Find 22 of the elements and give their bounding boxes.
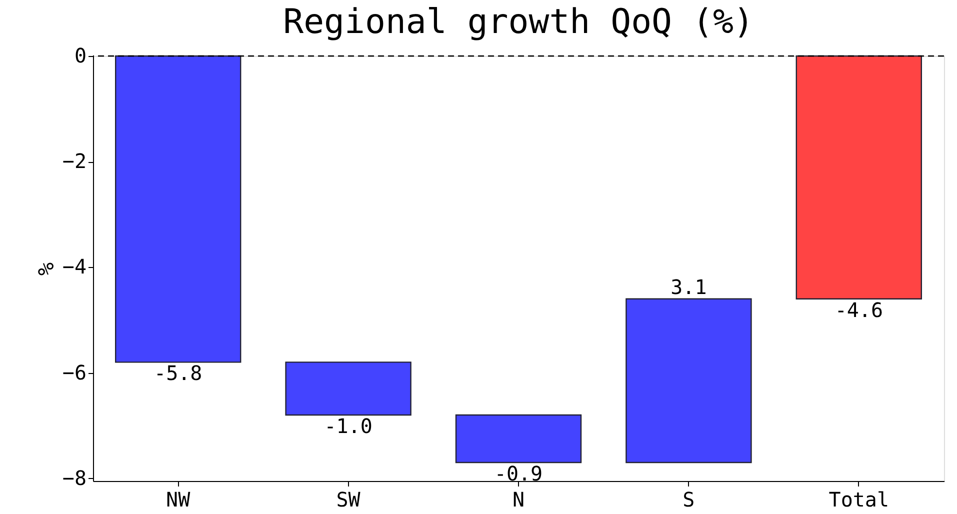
y-tick-label: −2 bbox=[62, 149, 86, 174]
y-tick-label: −8 bbox=[62, 466, 86, 490]
y-axis-title: % bbox=[34, 262, 60, 276]
y-tick-label: −6 bbox=[62, 360, 86, 384]
x-tick-label: NW bbox=[166, 488, 192, 512]
data-label: -0.9 bbox=[494, 462, 543, 486]
y-tick-label: −4 bbox=[62, 254, 86, 279]
bar bbox=[626, 298, 752, 464]
x-tick-label: Total bbox=[828, 488, 890, 512]
bar bbox=[796, 55, 922, 300]
x-tick-label: SW bbox=[336, 488, 362, 512]
data-label: -1.0 bbox=[324, 414, 372, 438]
bar bbox=[115, 55, 242, 363]
bar bbox=[285, 362, 412, 416]
chart-title: Regional growth QoQ (%) bbox=[283, 2, 754, 42]
x-tick-label: N bbox=[512, 488, 525, 512]
bar bbox=[455, 414, 582, 464]
data-label: -4.6 bbox=[834, 298, 883, 322]
data-label: -5.8 bbox=[154, 361, 202, 386]
y-tick-label: 0 bbox=[74, 44, 86, 68]
data-label: 3.1 bbox=[670, 274, 707, 299]
x-tick-label: S bbox=[682, 488, 695, 512]
